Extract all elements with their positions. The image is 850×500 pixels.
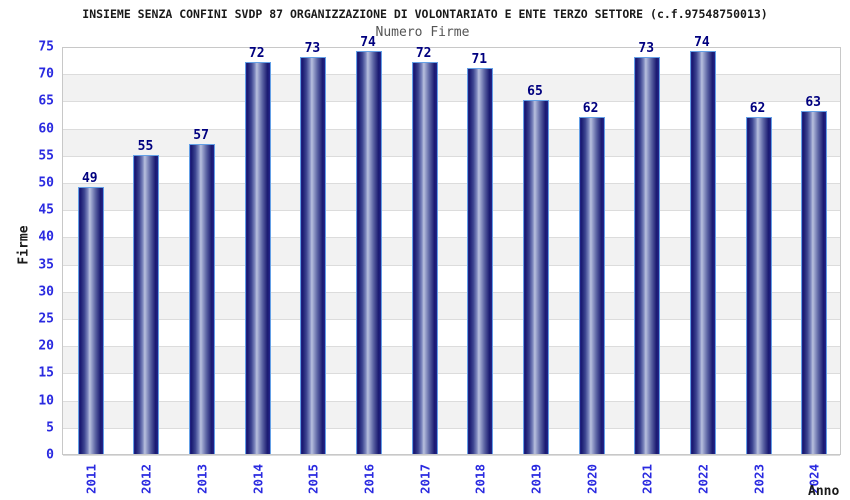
y-tick-label: 45 <box>38 202 54 218</box>
bar-value-label: 62 <box>749 100 766 116</box>
grid-band-gray <box>63 347 840 375</box>
bar-2012 <box>133 154 160 454</box>
grid-band-gray <box>63 184 840 212</box>
bar-2018 <box>467 67 494 454</box>
y-tick-label: 20 <box>38 338 54 354</box>
bar-2020 <box>578 116 605 454</box>
x-tick-label: 2020 <box>584 463 600 495</box>
x-tick-label: 2021 <box>639 463 655 495</box>
y-tick-label: 70 <box>38 66 54 82</box>
bar-2019 <box>522 100 549 454</box>
bar-value-label: 63 <box>805 95 821 111</box>
bar-value-label: 73 <box>638 40 655 56</box>
bar-2024 <box>801 111 828 454</box>
bar-value-label: 74 <box>360 35 376 51</box>
bar-2023 <box>745 116 772 454</box>
chart-subtitle: Numero Firme <box>375 25 470 40</box>
bar-value-label: 73 <box>304 40 321 56</box>
y-tick-label: 65 <box>38 93 54 109</box>
plot-area <box>62 47 841 456</box>
grid-band-white <box>63 48 840 76</box>
grid-band-gray <box>63 75 840 103</box>
grid-band-gray <box>63 401 840 429</box>
y-tick-label: 5 <box>46 420 54 436</box>
y-tick-label: 10 <box>38 393 54 409</box>
grid-band-white <box>63 320 840 348</box>
bar-value-label: 57 <box>193 127 209 143</box>
y-tick-label: 75 <box>38 39 54 55</box>
bar-value-label: 62 <box>582 100 599 116</box>
y-tick-label: 55 <box>38 148 54 164</box>
bar-value-label: 74 <box>694 35 710 51</box>
y-tick-label: 50 <box>38 175 54 191</box>
grid-band-white <box>63 102 840 130</box>
bar-2015 <box>300 56 327 454</box>
bar-2017 <box>411 62 438 454</box>
grid-band-white <box>63 157 840 184</box>
y-tick-label: 30 <box>38 284 54 300</box>
grid-band-gray <box>63 238 840 266</box>
bar-2022 <box>689 51 716 454</box>
bar-value-label: 49 <box>81 171 98 187</box>
grid-band-white <box>63 374 840 402</box>
y-tick-label: 0 <box>46 447 54 463</box>
bar-2021 <box>634 56 661 454</box>
y-tick-label: 40 <box>38 229 54 245</box>
grid-band-gray <box>63 129 840 157</box>
bar-value-label: 71 <box>471 51 488 67</box>
bar-value-label: 65 <box>527 84 543 100</box>
y-tick-label: 25 <box>38 311 54 327</box>
x-tick-label: 2012 <box>138 463 154 495</box>
x-tick-label: 2015 <box>305 463 321 495</box>
bar-2011 <box>77 187 104 454</box>
x-tick-label: 2016 <box>361 463 377 495</box>
grid-band-gray <box>63 292 840 320</box>
grid-band-white <box>63 429 840 456</box>
x-tick-label: 2019 <box>528 463 544 495</box>
x-tick-label: 2018 <box>472 463 488 495</box>
x-tick-label: 2023 <box>751 463 767 495</box>
bar-2014 <box>244 62 271 454</box>
x-tick-label: 2013 <box>194 463 210 495</box>
chart-title: INSIEME SENZA CONFINI SVDP 87 ORGANIZZAZ… <box>82 7 768 21</box>
grid-band-white <box>63 211 840 239</box>
y-tick-label: 15 <box>38 365 54 381</box>
grid-band-white <box>63 266 840 293</box>
y-tick-label: 60 <box>38 121 54 137</box>
y-tick-label: 35 <box>38 257 54 273</box>
x-tick-label: 2014 <box>250 463 266 495</box>
x-tick-label: 2017 <box>417 463 433 495</box>
x-tick-label: 2011 <box>83 463 99 495</box>
bar-value-label: 55 <box>137 138 154 154</box>
bar-value-label: 72 <box>415 46 432 62</box>
bar-2016 <box>356 51 383 454</box>
bar-2013 <box>189 143 216 454</box>
x-axis-label: Anno <box>808 484 840 499</box>
x-tick-label: 2022 <box>695 463 711 495</box>
bar-value-label: 72 <box>248 46 265 62</box>
